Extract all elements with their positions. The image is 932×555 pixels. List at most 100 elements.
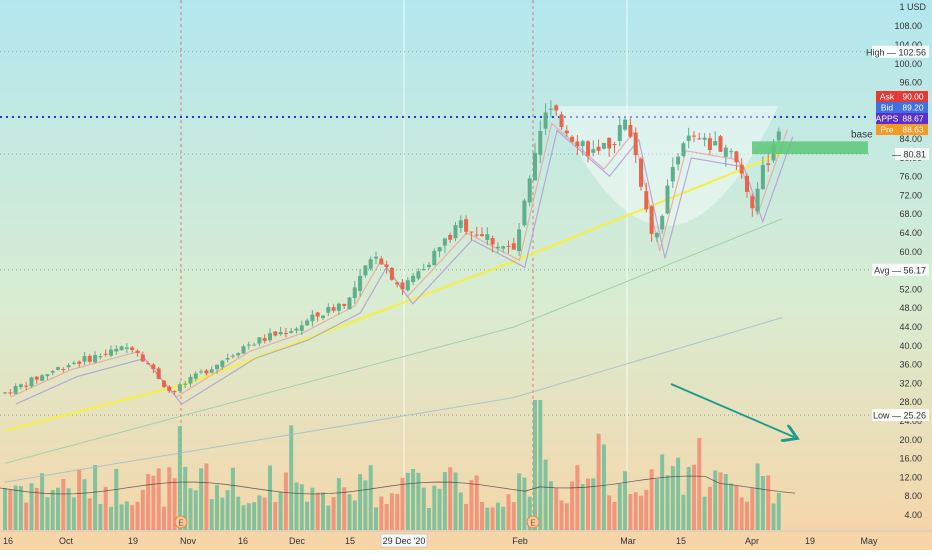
candle-body [480,234,484,237]
volume-bar [220,497,225,530]
candle-body [283,333,288,335]
volume-bar [464,503,469,530]
volume-bar [146,473,151,530]
volume-bar [61,478,66,530]
volume-bar [538,400,543,530]
candle-body [82,356,87,362]
candle-body [289,331,294,333]
candle-body [109,349,113,356]
price-tick-label: 48.00 [899,303,922,313]
quote-value-pre[interactable]: 88.63 [902,125,924,135]
volume-bar [628,494,633,530]
candle-body [654,233,659,238]
price-tick-label: 40.00 [899,341,922,351]
currency-label: 1 USD [899,2,926,12]
volume-bar [389,493,394,530]
time-tick-label[interactable]: Apr [745,536,759,546]
volume-bar [416,472,421,530]
candle-body [40,375,45,381]
volume-bar [236,496,241,530]
candle-body [310,314,315,322]
candle-body [395,282,400,285]
time-tick-label[interactable]: Dec [289,536,306,546]
volume-bar [501,506,506,530]
volume-bar [458,492,463,530]
moving-average-line [4,317,783,483]
quote-value-apps[interactable]: 88.67 [902,114,924,124]
candle-body [421,269,426,271]
level-80-label[interactable]: — 80.81 [892,149,926,159]
candlesticks [3,100,781,396]
candle-body [612,144,617,146]
candle-body [490,237,495,245]
earnings-marker-0 [174,515,188,529]
volume-bar [193,490,198,530]
avg-label[interactable]: Avg — 56.17 [874,265,926,275]
volume-bar [607,495,612,530]
time-tick-label[interactable]: Oct [59,536,74,546]
time-tick-label[interactable]: 19 [805,536,815,546]
candle-body [220,360,225,367]
candle-body [713,141,718,146]
volume-bar [98,503,103,530]
time-tick-label[interactable]: May [860,536,878,546]
volume-bar [215,484,219,530]
candle-body [580,141,585,147]
high-label[interactable]: High — 102.56 [866,47,926,57]
candle-body [405,280,410,291]
quote-value-ask[interactable]: 90.00 [902,92,924,102]
candle-body [692,135,696,137]
moving-average-line [4,218,783,464]
base-label: base [851,129,873,140]
time-tick-label[interactable]: 16 [238,536,248,546]
volume-bar [18,486,23,530]
time-tick-label[interactable]: 19 [128,536,138,546]
price-tick-label: 60.00 [899,247,922,257]
candle-body [124,347,129,349]
volume-bar [713,470,718,530]
time-axis[interactable]: 16 Oct 19 Nov 16 Dec 15 29 Dec '20 Feb Mar 15 Apr 19… [3,533,878,548]
volume-bar [172,478,177,530]
low-label[interactable]: Low — 25.26 [873,411,926,421]
candle-body [538,130,543,155]
volume-bar [289,425,294,530]
time-tick-label[interactable]: 15 [345,536,355,546]
time-tick-label[interactable]: Nov [180,536,197,546]
time-tick-label[interactable]: Mar [620,536,636,546]
volume-bar [427,507,431,530]
volume-bar [130,505,135,530]
volume-bar [151,475,156,530]
volume-bar [71,497,76,530]
candle-body [596,146,601,151]
volume-bar [124,501,129,530]
quote-tag-apps [876,113,898,124]
volume-bar [331,497,336,530]
volume-bar [8,489,13,530]
time-tick-label[interactable]: 15 [676,536,686,546]
volume-bar [384,503,389,530]
volume-bar [448,467,453,530]
candle-body [670,167,675,182]
time-tick-label[interactable]: 16 [3,536,13,546]
price-axis[interactable]: 1 USD108.00104.00100.0096.0092.0088.0084… [866,2,929,520]
candle-body [103,353,108,355]
volume-bar [617,483,622,530]
volume-bar [24,502,29,530]
quote-value-bid[interactable]: 89.20 [902,103,924,113]
volume-bar [575,465,580,530]
volume-bar [315,492,320,530]
candle-body [162,380,166,387]
time-tick-label[interactable]: 29 Dec '20 [383,536,426,546]
volume-bar [103,486,108,530]
volume-bar [358,474,363,530]
candle-body [236,353,241,356]
volume-bar [517,473,522,530]
volume-bar [310,487,315,530]
volume-bar [480,501,484,530]
earnings-marker-label-0: E [178,519,183,528]
time-tick-label[interactable]: Feb [512,536,528,546]
candle-body [660,215,665,230]
candle-body [766,163,771,165]
